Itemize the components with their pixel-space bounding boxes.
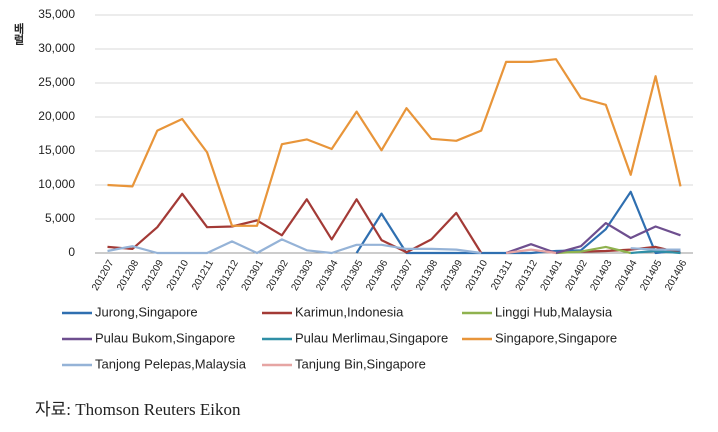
y-tick-label: 5,000 (45, 211, 75, 225)
x-tick-label: 201307 (389, 258, 415, 293)
series-line (107, 192, 681, 255)
x-tick-label: 201211 (190, 258, 216, 292)
x-tick-label: 201305 (339, 258, 365, 293)
y-axis-label: 배럴 (12, 22, 24, 45)
x-tick-label: 201301 (240, 258, 266, 293)
y-tick-label: 25,000 (38, 75, 75, 89)
x-tick-label: 201310 (464, 258, 490, 293)
legend-label: Karimun,Indonesia (295, 304, 404, 319)
y-tick-label: 30,000 (38, 41, 75, 55)
series-line (555, 245, 631, 255)
x-tick-label: 201401 (539, 258, 565, 293)
legend-label: Jurong,Singapore (95, 304, 198, 319)
x-tick-label: 201209 (140, 258, 166, 293)
legend-label: Singapore,Singapore (495, 330, 617, 345)
x-tick-label: 201312 (514, 258, 540, 293)
series-line (355, 190, 681, 255)
x-tick-label: 201406 (663, 258, 689, 293)
y-tick-label: 0 (68, 245, 75, 259)
legend-label: Tanjong Pelepas,Malaysia (95, 356, 247, 371)
x-tick-label: 201304 (314, 258, 340, 293)
legend-label: Pulau Merlimau,Singapore (295, 330, 448, 345)
x-tick-label: 201210 (165, 258, 191, 293)
series-line (107, 238, 681, 255)
y-tick-label: 20,000 (38, 109, 75, 123)
legend-label: Linggi Hub,Malaysia (495, 304, 613, 319)
series-line (107, 58, 682, 227)
x-tick-label: 201212 (215, 258, 241, 293)
x-tick-label: 201306 (364, 258, 390, 293)
x-tick-label: 201402 (564, 258, 590, 293)
x-tick-label: 201308 (414, 258, 440, 293)
x-tick-label: 201405 (638, 258, 664, 293)
legend-label: Tanjung Bin,Singapore (295, 356, 426, 371)
x-tick-label: 201302 (265, 258, 291, 293)
x-tick-label: 201403 (588, 258, 614, 293)
x-tick-label: 201207 (90, 258, 116, 293)
y-tick-label: 10,000 (38, 177, 75, 191)
series-line (630, 249, 681, 255)
x-tick-label: 201303 (289, 258, 315, 293)
x-tick-label: 201404 (613, 258, 639, 293)
x-tick-label: 201309 (439, 258, 465, 293)
series-line (505, 222, 681, 255)
x-tick-label: 201311 (489, 258, 515, 292)
y-tick-label: 15,000 (38, 143, 75, 157)
y-tick-label: 35,000 (38, 7, 75, 21)
x-tick-label: 201208 (115, 258, 141, 293)
legend-label: Pulau Bukom,Singapore (95, 330, 235, 345)
source-note: 자료: Thomson Reuters Eikon (35, 400, 241, 419)
